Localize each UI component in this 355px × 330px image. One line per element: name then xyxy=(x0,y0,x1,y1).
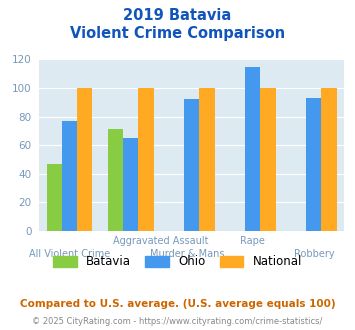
Text: Compared to U.S. average. (U.S. average equals 100): Compared to U.S. average. (U.S. average … xyxy=(20,299,335,309)
Bar xyxy=(184,99,200,231)
Text: © 2025 CityRating.com - https://www.cityrating.com/crime-statistics/: © 2025 CityRating.com - https://www.city… xyxy=(32,317,323,326)
Bar xyxy=(200,88,214,231)
Bar xyxy=(123,138,138,231)
Legend: Batavia, Ohio, National: Batavia, Ohio, National xyxy=(48,250,307,273)
Bar xyxy=(138,88,153,231)
Bar xyxy=(77,88,92,231)
Text: Violent Crime Comparison: Violent Crime Comparison xyxy=(70,26,285,41)
Bar xyxy=(62,121,77,231)
Bar xyxy=(322,88,337,231)
Text: Aggravated Assault: Aggravated Assault xyxy=(113,236,209,246)
Bar xyxy=(306,98,322,231)
Bar xyxy=(108,129,123,231)
Text: Rape: Rape xyxy=(240,236,265,246)
Bar xyxy=(245,67,261,231)
Text: 2019 Batavia: 2019 Batavia xyxy=(124,8,231,23)
Text: All Violent Crime: All Violent Crime xyxy=(29,249,110,259)
Bar xyxy=(261,88,275,231)
Text: Murder & Mans...: Murder & Mans... xyxy=(150,249,234,259)
Text: Robbery: Robbery xyxy=(294,249,334,259)
Bar xyxy=(47,164,62,231)
